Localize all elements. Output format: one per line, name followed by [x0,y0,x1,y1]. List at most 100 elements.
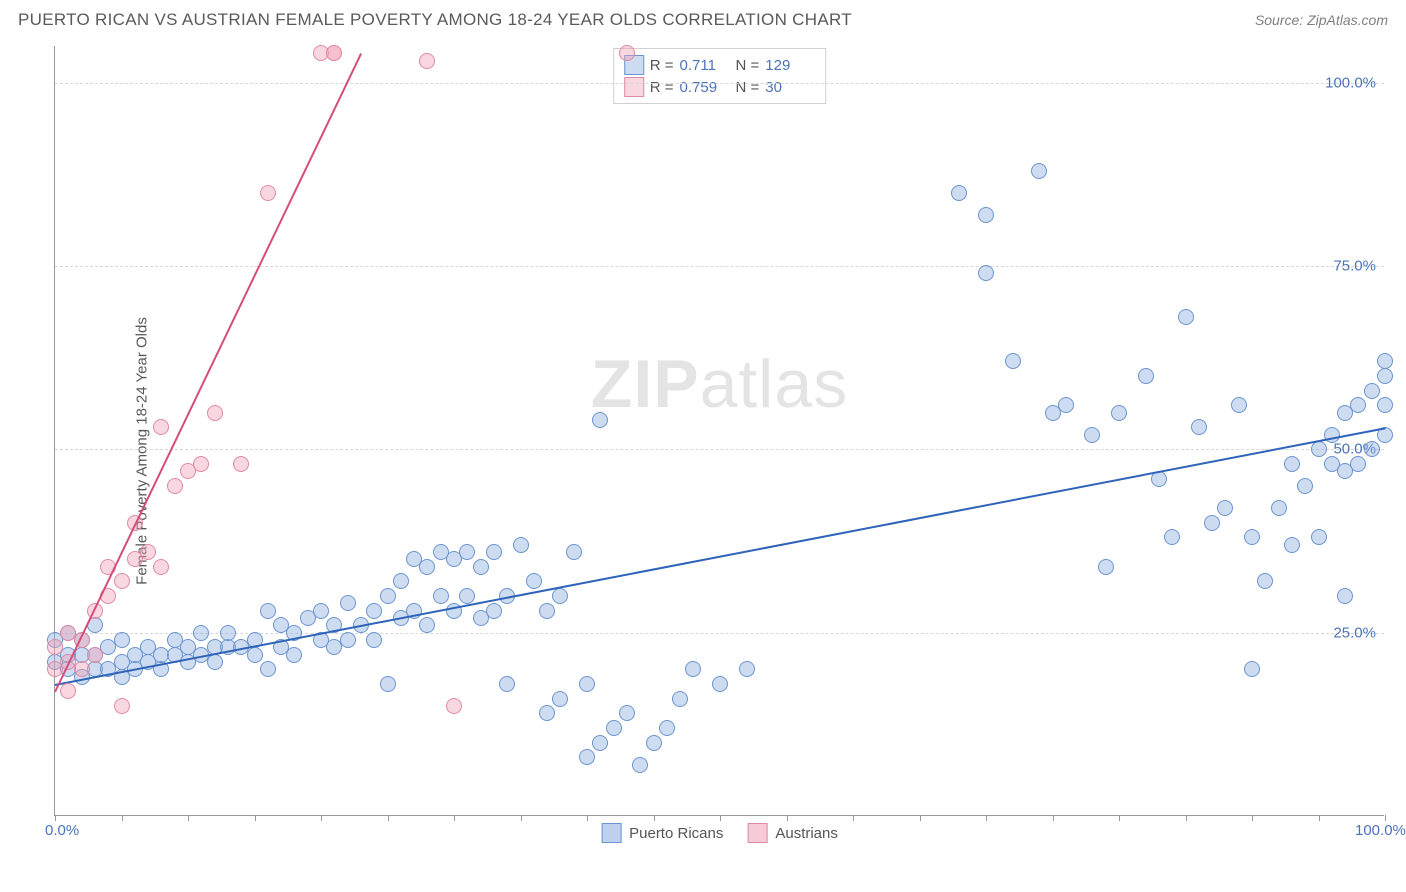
data-point [114,698,130,714]
x-tick-label: 100.0% [1355,822,1406,839]
stat-n-label: N = [736,79,760,96]
data-point [1005,353,1021,369]
chart-source: Source: ZipAtlas.com [1255,12,1388,28]
plot-area: ZIPatlas R =0.711N =129R =0.759N =30 Pue… [54,46,1384,816]
data-point [739,661,755,677]
data-point [60,683,76,699]
data-point [247,647,263,663]
x-tick [1053,815,1054,821]
stat-r-value: 0.711 [680,57,730,74]
data-point [153,559,169,575]
data-point [1284,456,1300,472]
stat-n-value: 129 [765,57,815,74]
stat-r-label: R = [650,79,674,96]
data-point [606,720,622,736]
data-point [526,573,542,589]
data-point [1377,368,1393,384]
data-point [552,691,568,707]
stats-legend: R =0.711N =129R =0.759N =30 [613,48,827,104]
data-point [380,588,396,604]
x-tick [122,815,123,821]
data-point [619,45,635,61]
x-tick [587,815,588,821]
data-point [286,647,302,663]
data-point [566,544,582,560]
data-point [1098,559,1114,575]
data-point [167,478,183,494]
data-point [1350,397,1366,413]
x-tick [720,815,721,821]
legend-label: Puerto Ricans [629,825,723,842]
data-point [1284,537,1300,553]
data-point [153,419,169,435]
stats-row: R =0.759N =30 [624,77,816,97]
data-point [340,632,356,648]
data-point [1058,397,1074,413]
data-point [1217,500,1233,516]
data-point [326,45,342,61]
data-point [513,537,529,553]
data-point [712,676,728,692]
data-point [1297,478,1313,494]
data-point [1271,500,1287,516]
data-point [419,559,435,575]
y-tick-label: 25.0% [1333,624,1376,641]
x-tick [1385,815,1386,821]
data-point [579,676,595,692]
data-point [619,705,635,721]
data-point [951,185,967,201]
x-tick [986,815,987,821]
data-point [1191,419,1207,435]
data-point [1364,383,1380,399]
data-point [1084,427,1100,443]
data-point [1364,441,1380,457]
legend-swatch [601,823,621,843]
data-point [539,603,555,619]
data-point [193,625,209,641]
data-point [459,588,475,604]
data-point [1350,456,1366,472]
data-point [260,661,276,677]
stat-n-label: N = [736,57,760,74]
x-tick [1186,815,1187,821]
x-tick [853,815,854,821]
data-point [446,698,462,714]
data-point [1204,515,1220,531]
data-point [978,265,994,281]
x-tick [321,815,322,821]
x-tick [787,815,788,821]
gridline [55,266,1384,267]
y-tick-label: 75.0% [1333,258,1376,275]
data-point [47,639,63,655]
data-point [1231,397,1247,413]
data-point [1377,397,1393,413]
data-point [1138,368,1154,384]
x-tick [454,815,455,821]
data-point [140,544,156,560]
data-point [114,632,130,648]
data-point [579,749,595,765]
legend-swatch [624,77,644,97]
data-point [672,691,688,707]
x-tick [1119,815,1120,821]
series-legend: Puerto Ricans Austrians [601,823,838,843]
data-point [486,544,502,560]
x-tick [1319,815,1320,821]
legend-label: Austrians [775,825,838,842]
data-point [366,603,382,619]
data-point [646,735,662,751]
data-point [380,676,396,692]
data-point [1257,573,1273,589]
data-point [659,720,675,736]
x-tick-label: 0.0% [45,822,79,839]
data-point [207,654,223,670]
data-point [1377,353,1393,369]
data-point [74,661,90,677]
data-point [233,456,249,472]
data-point [419,53,435,69]
data-point [433,588,449,604]
stat-r-value: 0.759 [680,79,730,96]
data-point [486,603,502,619]
data-point [592,735,608,751]
x-tick [188,815,189,821]
